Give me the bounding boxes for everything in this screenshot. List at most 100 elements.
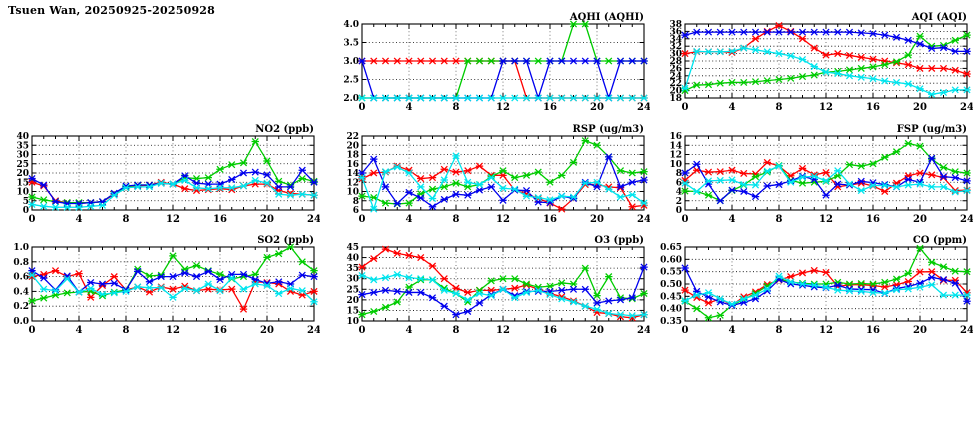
y-tick-label: 5 [23, 197, 29, 207]
panel-no2: 0 5 10 15 20 25 30 35 40 0 4 8 12 16 20 24 NO2 (ppb) [2, 122, 320, 230]
x-tick-label: 24 [637, 325, 650, 336]
panel-rsp: 6 8 10 12 14 16 18 20 22 0 4 8 12 16 20 24 RSP (ug/m3) [332, 122, 650, 230]
x-tick-label: 8 [123, 214, 130, 225]
y-tick-label: 0.65 [660, 243, 682, 253]
panel-title: AQI (AQI) [911, 12, 967, 23]
series-cyan [358, 94, 648, 102]
series-red [681, 158, 971, 196]
y-tick-label: 4.0 [343, 20, 359, 30]
y-tick-label: 0.50 [660, 280, 682, 290]
x-tick-label: 16 [866, 325, 880, 336]
panel-aqi: 18 20 22 24 26 28 30 32 34 36 38 0 4 8 12 16 20 24 AQI (AQ… [655, 10, 973, 118]
y-tick-label: 14 [346, 169, 359, 179]
x-tick-label: 4 [406, 325, 413, 336]
y-tick-label: 22 [346, 132, 359, 142]
y-tick-label: 0.6 [13, 273, 29, 283]
series-cyan [681, 272, 971, 308]
y-tick-label: 0.4 [13, 287, 29, 297]
series-green [28, 243, 318, 305]
x-tick-label: 24 [637, 214, 650, 225]
panel-title: SO2 (ppb) [257, 235, 314, 246]
y-tick-label: 10 [669, 160, 682, 170]
x-tick-label: 24 [307, 325, 320, 336]
y-tick-label: 0.55 [660, 268, 682, 278]
y-tick-label: 28 [669, 57, 682, 67]
y-tick-label: 0.40 [660, 305, 682, 315]
series-blue [681, 28, 971, 55]
y-tick-label: 8 [676, 169, 682, 179]
x-tick-label: 20 [590, 102, 604, 113]
x-tick-label: 4 [406, 214, 413, 225]
x-tick-label: 16 [213, 325, 227, 336]
y-tick-label: 10 [346, 188, 359, 198]
x-tick-label: 12 [819, 102, 833, 113]
x-tick-label: 4 [729, 325, 736, 336]
y-tick-label: 18 [669, 94, 682, 104]
y-tick-label: 0.35 [660, 317, 682, 327]
y-tick-label: 1.0 [13, 243, 29, 253]
y-tick-label: 26 [669, 64, 682, 74]
y-tick-label: 20 [669, 87, 682, 97]
y-tick-label: 22 [669, 79, 682, 89]
x-tick-label: 8 [453, 102, 460, 113]
panel-co: 0.35 0.40 0.45 0.50 0.55 0.60 0.65 0 4 8 12 16 20 24 C… [655, 233, 973, 341]
x-tick-label: 12 [819, 214, 833, 225]
x-tick-label: 16 [213, 214, 227, 225]
x-tick-label: 24 [307, 214, 320, 225]
series-cyan [358, 152, 648, 213]
series-cyan [358, 270, 648, 320]
x-tick-label: 8 [453, 325, 460, 336]
y-tick-label: 20 [346, 296, 359, 306]
panel-so2: 0.0 0.2 0.4 0.6 0.8 1.0 0 4 8 12 16 20 24 SO2 (ppb) [2, 233, 320, 341]
series-cyan [28, 271, 318, 306]
x-tick-label: 0 [29, 325, 36, 336]
y-tick-label: 40 [346, 254, 359, 264]
x-tick-label: 16 [543, 325, 557, 336]
series-cyan [681, 44, 971, 98]
y-tick-label: 2.0 [343, 94, 359, 104]
x-tick-label: 16 [866, 102, 880, 113]
x-tick-label: 0 [359, 214, 366, 225]
x-tick-label: 8 [776, 102, 783, 113]
x-tick-label: 24 [960, 102, 973, 113]
chart-so2: 0.0 0.2 0.4 0.6 0.8 1.0 0 4 8 12 16 20 24 SO2 (ppb) [13, 235, 320, 336]
x-tick-label: 0 [29, 214, 36, 225]
x-tick-label: 8 [776, 214, 783, 225]
x-tick-label: 16 [543, 102, 557, 113]
x-tick-label: 24 [960, 214, 973, 225]
x-tick-label: 0 [682, 325, 689, 336]
x-tick-label: 20 [260, 214, 274, 225]
y-tick-label: 15 [16, 178, 29, 188]
panel-aqhi: 2.0 2.5 3.0 3.5 4.0 0 4 8 12 16 20 24 AQHI (AQHI) [332, 10, 650, 118]
y-tick-label: 38 [669, 20, 682, 30]
y-tick-label: 30 [16, 151, 29, 161]
y-tick-label: 35 [346, 264, 359, 274]
x-tick-label: 4 [76, 214, 83, 225]
x-tick-label: 12 [819, 325, 833, 336]
y-tick-label: 0.60 [660, 255, 682, 265]
y-tick-label: 0.8 [13, 258, 29, 268]
y-tick-label: 10 [16, 188, 29, 198]
x-tick-label: 4 [729, 102, 736, 113]
y-tick-label: 4 [676, 188, 682, 198]
y-tick-label: 8 [353, 197, 359, 207]
series-green [681, 31, 971, 95]
y-tick-label: 35 [16, 141, 29, 151]
panel-title: AQHI (AQHI) [569, 12, 644, 23]
y-tick-label: 6 [676, 178, 682, 188]
x-tick-label: 8 [453, 214, 460, 225]
x-tick-label: 4 [406, 102, 413, 113]
series-cyan [681, 162, 971, 196]
y-tick-label: 16 [346, 160, 359, 170]
panel-title: NO2 (ppb) [255, 124, 314, 135]
y-tick-label: 12 [346, 178, 359, 188]
y-tick-label: 16 [669, 132, 682, 142]
y-tick-label: 30 [669, 50, 682, 60]
y-tick-label: 20 [346, 141, 359, 151]
y-tick-label: 12 [669, 151, 682, 161]
y-tick-label: 14 [669, 141, 682, 151]
x-tick-label: 0 [359, 102, 366, 113]
